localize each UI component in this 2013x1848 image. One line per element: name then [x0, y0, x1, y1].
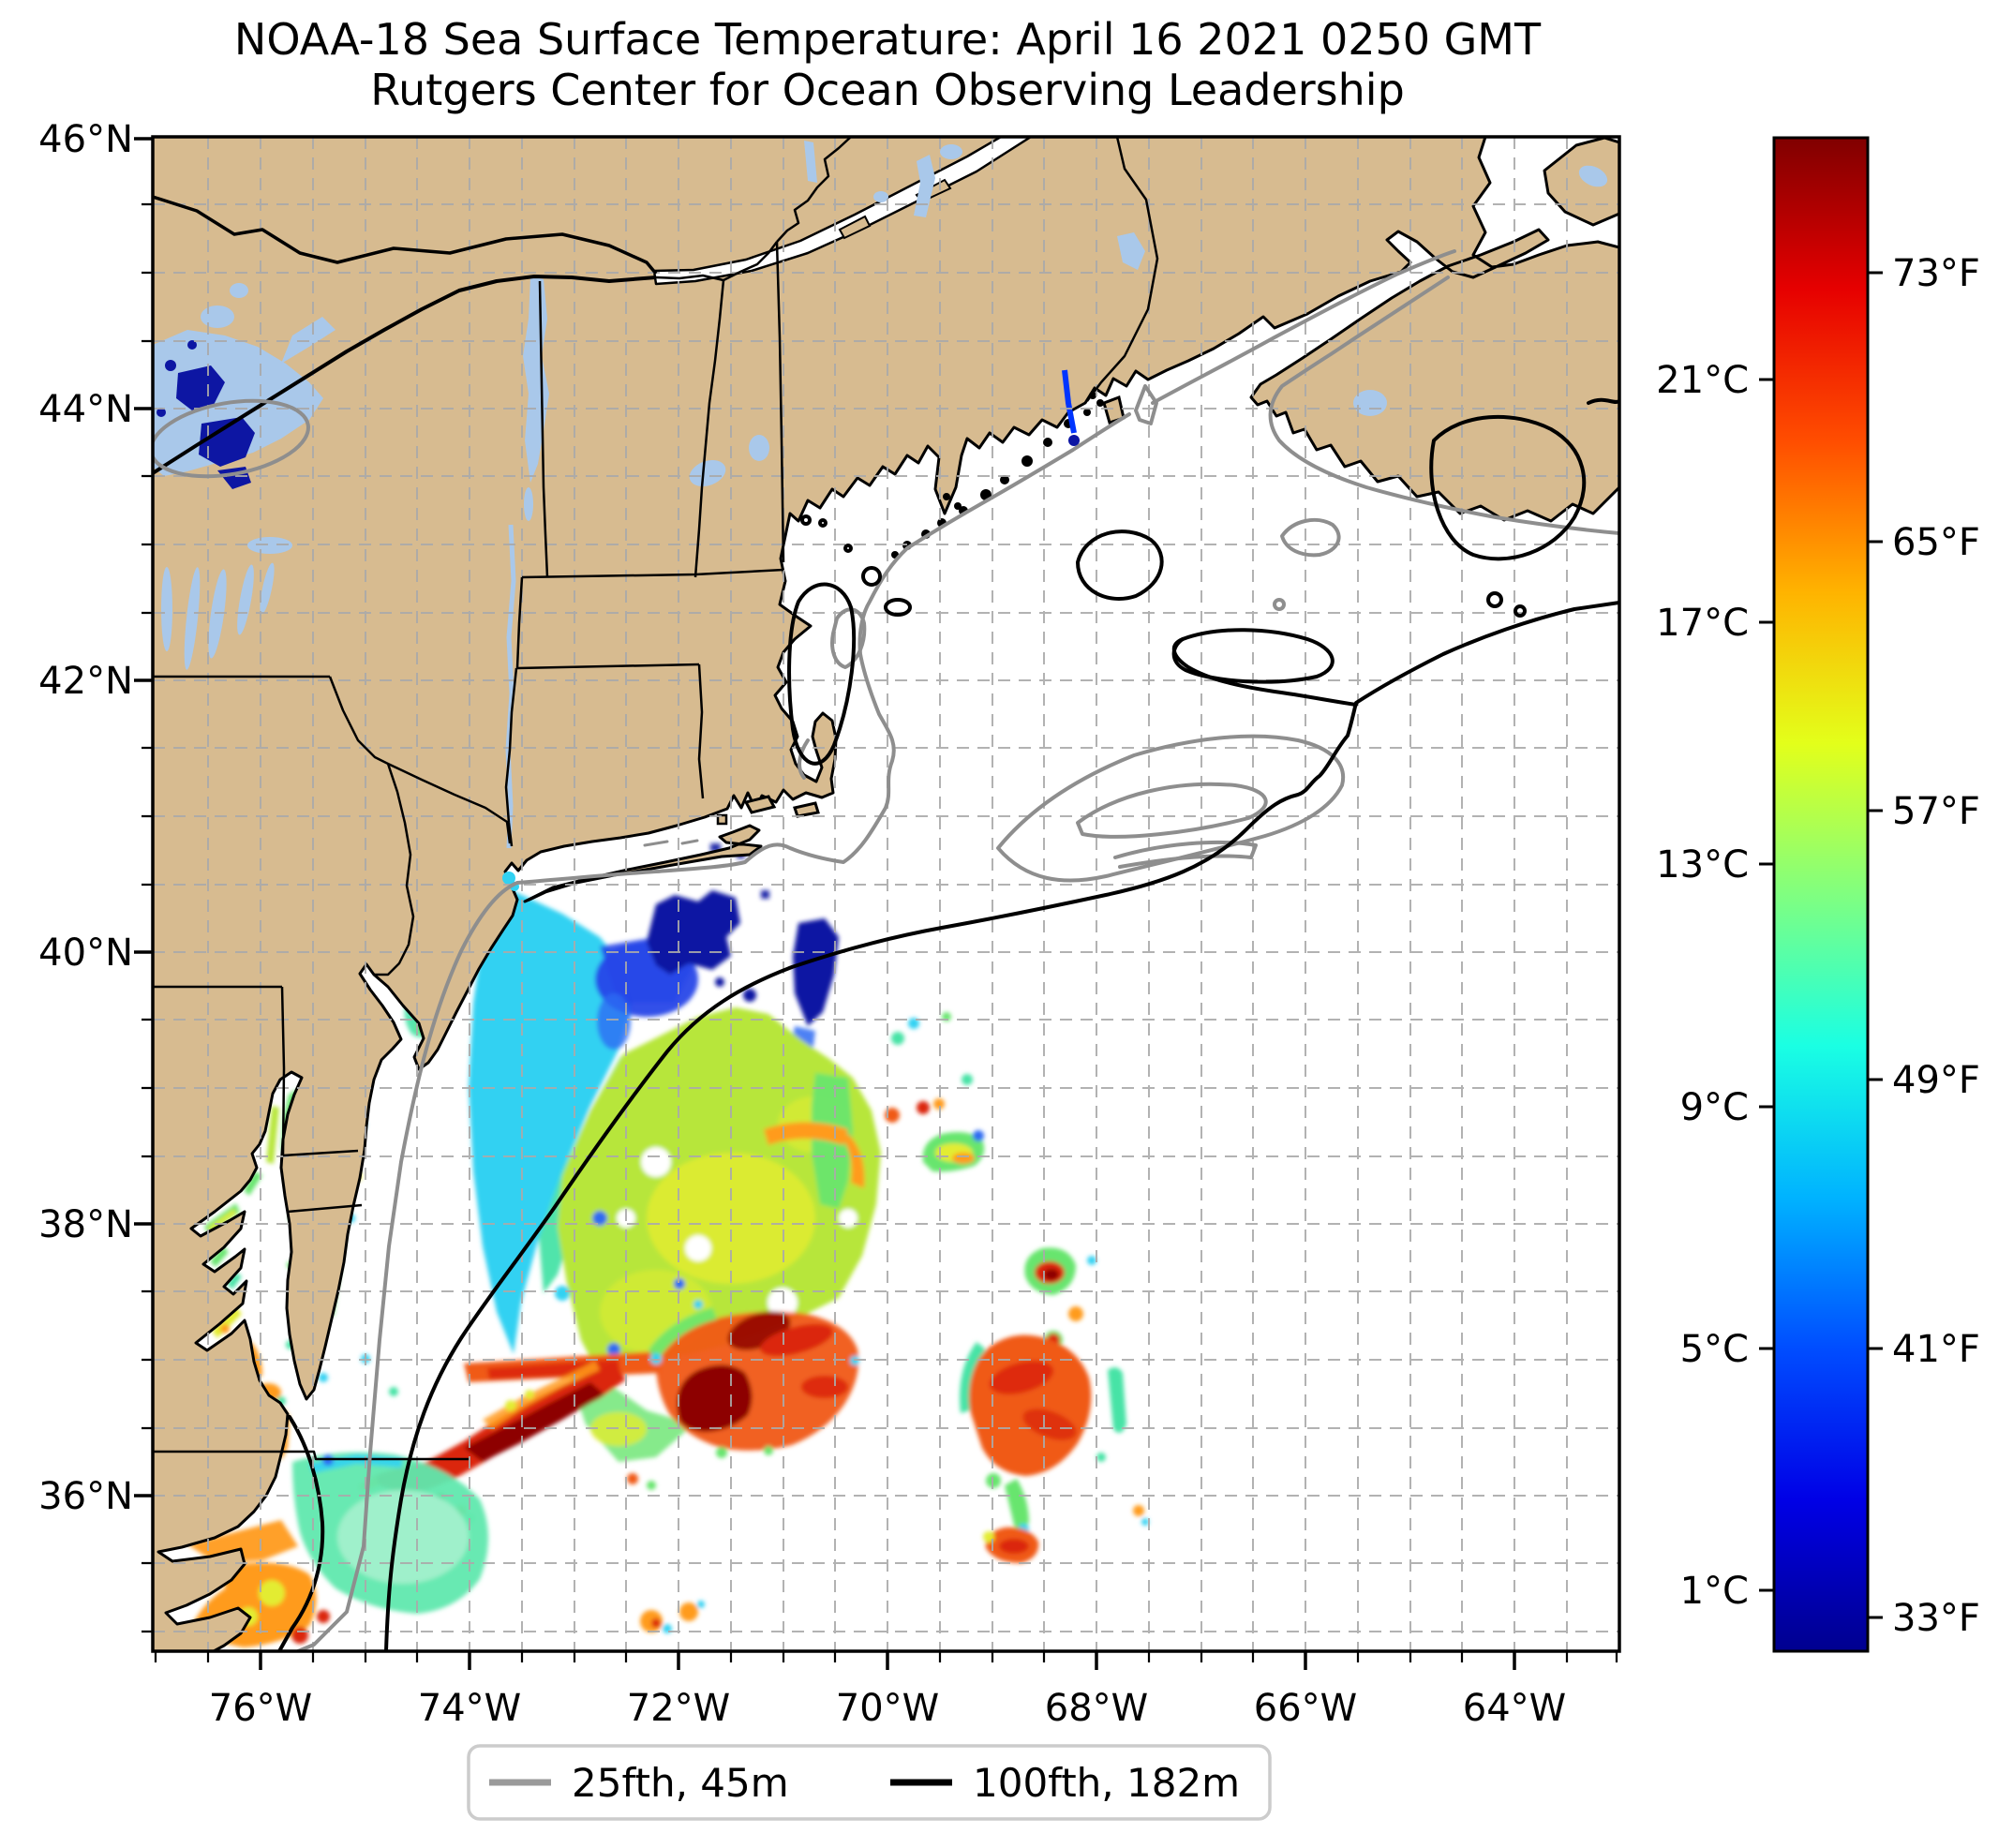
winnipesaukee — [689, 459, 726, 487]
colorbar: 21°C 17°C 13°C 9°C 5°C 1°C 73°F 65°F 57°… — [1656, 136, 1980, 1653]
lat-label: 38°N — [38, 1203, 133, 1246]
adirondack-lake — [230, 283, 248, 298]
cbar-c-label: 1°C — [1680, 1570, 1749, 1613]
bras-dor — [1578, 165, 1608, 187]
maine-lake — [873, 191, 888, 202]
land — [153, 137, 1619, 1651]
legend: 25fth, 45m 100fth, 182m — [467, 1744, 1272, 1821]
cbar-c-label: 17°C — [1656, 602, 1749, 645]
block-island — [716, 813, 728, 826]
border-lake-ontario-intl — [153, 275, 657, 475]
marthas-vineyard — [743, 795, 777, 814]
border-45n — [655, 241, 778, 282]
colorbar-ticks-f — [1868, 271, 1883, 1619]
moosehead — [914, 155, 935, 217]
sst-field — [161, 843, 1149, 1651]
title-line1: NOAA-18 Sea Surface Temperature: April 1… — [234, 14, 1542, 65]
cbar-f-label: 33°F — [1892, 1597, 1980, 1640]
lat-label: 46°N — [38, 118, 133, 161]
nantucket — [793, 801, 820, 818]
mainland — [153, 137, 1619, 1651]
border-vt-nh — [693, 279, 725, 578]
cbar-c-label: 13°C — [1656, 843, 1749, 887]
lat-label: 36°N — [38, 1475, 133, 1518]
cbar-f-label: 57°F — [1892, 790, 1980, 833]
cbar-f-label: 41°F — [1892, 1328, 1980, 1371]
cbar-c-label: 21°C — [1656, 359, 1749, 402]
border-md-va — [287, 1203, 363, 1214]
border-me-nb — [1086, 137, 1159, 402]
lon-label: 66°W — [1254, 1687, 1357, 1730]
axis-ticks — [134, 137, 1618, 1670]
border-de-md — [280, 986, 359, 1157]
lon-label: 74°W — [418, 1687, 521, 1730]
lon-label: 72°W — [627, 1687, 730, 1730]
colorbar-ticks-c — [1759, 378, 1774, 1592]
quebec-river — [804, 141, 817, 183]
border-va-nc — [153, 1450, 469, 1461]
lake-george — [524, 487, 533, 521]
grand-lake-nb — [1117, 232, 1145, 270]
sebago — [749, 435, 769, 461]
hudson-river — [505, 524, 516, 849]
bathy-45m — [153, 249, 1619, 1651]
adirondack-lake — [201, 306, 234, 328]
lon-label: 64°W — [1463, 1687, 1566, 1730]
border-maine-nw — [776, 137, 852, 243]
legend-label-45m: 25fth, 45m — [572, 1760, 789, 1806]
border-ri-ct — [697, 663, 705, 799]
gridlines — [153, 137, 1619, 1651]
penobscot-river — [1062, 369, 1077, 434]
lat-label: 44°N — [38, 388, 133, 431]
river-island — [838, 215, 872, 240]
border-ny-nj — [387, 762, 512, 844]
lon-label: 70°W — [836, 1687, 939, 1730]
border-ottawa-river — [153, 195, 658, 276]
oneida-lake — [247, 537, 292, 554]
bathy-182m — [384, 397, 1619, 1651]
maine-lake — [940, 144, 962, 159]
cape-breton — [1543, 137, 1619, 227]
state-borders — [153, 137, 1159, 1461]
border-ny-ma — [515, 576, 524, 669]
border-ny-ct — [504, 667, 518, 847]
cbar-f-label: 73°F — [1892, 252, 1980, 295]
outer-banks — [277, 1415, 325, 1651]
border-ny-vt — [538, 280, 549, 578]
border-delaware-river — [328, 676, 415, 976]
cbar-c-label: 9°C — [1680, 1086, 1749, 1129]
colorbar-gradient — [1772, 136, 1870, 1653]
border-nh-me — [775, 241, 785, 563]
lon-label: 68°W — [1045, 1687, 1148, 1730]
axis-labels: 46°N 44°N 42°N 40°N 38°N 36°N 76°W 74°W … — [38, 118, 1566, 1730]
cbar-f-label: 49°F — [1892, 1059, 1980, 1102]
lat-label: 40°N — [38, 931, 133, 975]
cbar-c-label: 5°C — [1680, 1328, 1749, 1371]
title-line2: Rutgers Center for Ocean Observing Leade… — [370, 65, 1405, 115]
long-island — [523, 824, 763, 903]
map-area — [153, 137, 1619, 1651]
border-ma-north — [521, 568, 784, 579]
cbar-f-label: 65°F — [1892, 521, 1980, 564]
border-ma-south — [516, 663, 700, 670]
title-block: NOAA-18 Sea Surface Temperature: April 1… — [234, 14, 1542, 115]
lat-label: 42°N — [38, 660, 133, 703]
legend-label-182m: 100fth, 182m — [973, 1760, 1240, 1806]
legend-box — [467, 1744, 1272, 1821]
lon-label: 76°W — [209, 1687, 312, 1730]
